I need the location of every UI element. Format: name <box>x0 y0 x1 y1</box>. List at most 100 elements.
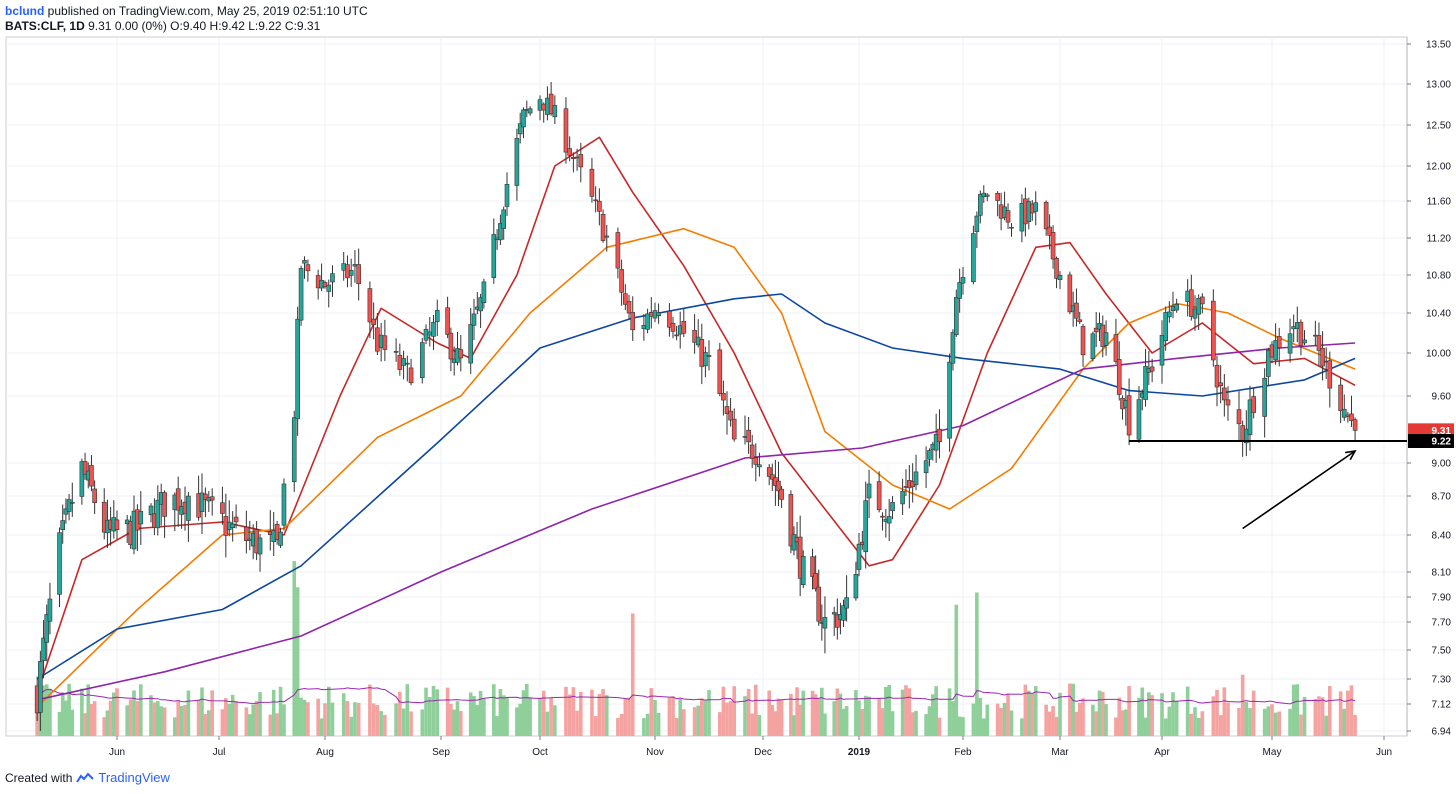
volume-bar <box>813 694 818 736</box>
volume-bar <box>642 718 646 736</box>
candle <box>481 278 487 309</box>
volume-bar <box>961 717 965 736</box>
candle <box>371 302 376 340</box>
candle <box>1244 410 1249 457</box>
moving-averages <box>36 136 1356 708</box>
volume-bar <box>1167 706 1172 736</box>
volume-bar <box>1273 712 1278 736</box>
candle <box>41 620 46 679</box>
volume-bar <box>1313 698 1318 736</box>
support-price-badge-box <box>1408 434 1454 448</box>
price-axis[interactable]: 13.50 13.00 12.50 12.00 11.60 11.20 10.80 10.40… <box>1407 40 1451 738</box>
volume-bar <box>823 713 827 736</box>
price-tick-label: 7.50 <box>1432 646 1452 657</box>
volume-bar <box>112 692 116 736</box>
candle <box>1149 358 1155 383</box>
candle <box>645 308 650 334</box>
volume-bar <box>349 716 353 736</box>
annotation-arrow[interactable] <box>1242 450 1356 530</box>
volume-bar <box>1006 693 1010 736</box>
candle <box>79 458 85 505</box>
candle <box>978 190 983 224</box>
candle <box>382 319 388 362</box>
price-tick-label: 11.20 <box>1427 234 1452 245</box>
candle <box>148 503 154 523</box>
candle <box>856 532 862 577</box>
volume-bar <box>1317 696 1321 736</box>
volume-bar <box>57 711 62 736</box>
candle <box>971 225 976 285</box>
candle <box>230 511 235 542</box>
candle <box>458 334 464 372</box>
candle <box>291 410 297 492</box>
volume-bar <box>326 686 331 736</box>
candle <box>779 486 784 509</box>
volume-bar <box>528 697 532 736</box>
price-tick-label: 11.60 <box>1427 197 1452 208</box>
volume-bar <box>159 706 163 736</box>
volume-bar <box>682 709 686 736</box>
tradingview-logo-icon[interactable] <box>76 772 95 784</box>
candle <box>674 325 679 341</box>
volume-bar <box>1295 684 1300 736</box>
volume-bar <box>1237 707 1241 736</box>
volume-bar <box>1226 702 1230 736</box>
candle <box>1276 327 1282 367</box>
tradingview-brand[interactable]: TradingView <box>98 770 170 785</box>
candle <box>791 526 797 556</box>
volume-bar <box>877 697 881 736</box>
candle <box>220 486 225 525</box>
candle <box>448 327 454 372</box>
volume-bar <box>696 705 700 736</box>
volume-bar <box>721 686 726 736</box>
candle <box>1320 331 1325 381</box>
volume-bar <box>867 696 871 736</box>
volume-bar <box>601 689 605 736</box>
candle <box>1352 417 1358 441</box>
volume-bar <box>835 688 840 736</box>
candle <box>348 258 354 287</box>
volume-bar <box>1140 687 1145 736</box>
volume-bar <box>795 687 799 736</box>
candle <box>692 314 697 354</box>
candle <box>209 488 215 516</box>
volume-bar <box>492 684 496 736</box>
time-axis[interactable]: Jun Jul Aug Sep Oct Nov Dec 2019 Feb Mar Apr May Jun <box>109 736 1392 758</box>
price-tick-label: 10.00 <box>1426 349 1451 360</box>
candle <box>1262 368 1267 438</box>
volume-bar <box>64 700 68 736</box>
volume-bar <box>630 613 635 736</box>
candle <box>517 112 523 144</box>
volume-bar <box>371 703 376 736</box>
volume-bar <box>820 687 824 736</box>
author-username[interactable]: bclund <box>5 4 45 18</box>
candle <box>984 193 990 202</box>
moving-average-orange <box>36 227 1356 708</box>
annotation-arrow-head <box>1345 449 1357 461</box>
candle <box>1225 386 1231 421</box>
candle <box>913 454 919 491</box>
volume-bar <box>1215 689 1219 736</box>
price-tick-label: 6.94 <box>1432 727 1452 738</box>
volume-bar <box>70 709 75 736</box>
volume-bar <box>985 704 990 736</box>
volume-bar <box>292 561 297 736</box>
volume-bar <box>48 688 52 736</box>
candle <box>1116 341 1122 401</box>
volume-bar <box>645 713 650 736</box>
candle <box>703 346 708 378</box>
candle <box>597 188 602 226</box>
volume-bar <box>179 706 184 736</box>
footer: Created with TradingView <box>5 770 170 786</box>
volume-bar <box>653 699 657 736</box>
candle <box>1047 214 1052 250</box>
volume-bar <box>978 697 983 736</box>
volume-bar <box>224 698 228 736</box>
candle <box>1247 385 1253 451</box>
volume-bar <box>995 703 1000 736</box>
price-tick-label: 8.70 <box>1432 492 1452 503</box>
volume-bar <box>341 693 346 736</box>
volume-bar <box>44 684 49 736</box>
volume-bar <box>67 683 71 736</box>
